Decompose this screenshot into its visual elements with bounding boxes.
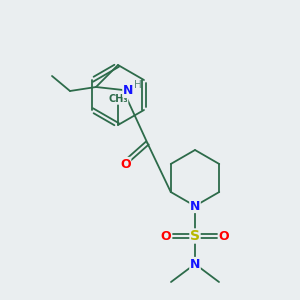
Text: O: O xyxy=(120,158,131,170)
Text: N: N xyxy=(123,83,133,97)
Text: S: S xyxy=(190,229,200,243)
Text: O: O xyxy=(219,230,229,242)
Text: O: O xyxy=(161,230,171,242)
Text: N: N xyxy=(190,200,200,212)
Text: N: N xyxy=(190,257,200,271)
Text: H: H xyxy=(134,80,142,90)
Text: CH₃: CH₃ xyxy=(108,94,128,104)
